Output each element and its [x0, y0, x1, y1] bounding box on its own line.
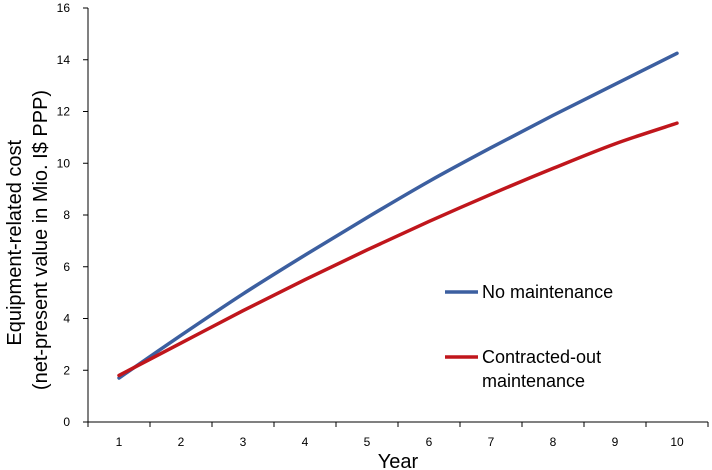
y-tick-label: 6 — [63, 260, 70, 274]
y-tick-label: 16 — [57, 1, 71, 15]
y-tick-label: 8 — [63, 208, 70, 222]
series-line-no-maintenance — [117, 51, 679, 380]
y-axis-ticks: 0 2 4 6 8 10 12 14 16 — [57, 1, 88, 429]
x-tick-label: 3 — [240, 435, 247, 449]
legend-label-contracted-out-line-1: Contracted-out — [482, 347, 601, 367]
y-tick-label: 4 — [63, 312, 70, 326]
x-tick-label: 4 — [302, 435, 309, 449]
y-tick-label: 2 — [63, 363, 70, 377]
legend-label-contracted-out-maintenance: Contracted-out maintenance — [482, 347, 606, 391]
x-tick-label: 9 — [612, 435, 619, 449]
series-lines — [117, 51, 679, 380]
y-tick-label: 14 — [57, 53, 71, 67]
y-tick-label: 0 — [63, 415, 70, 429]
x-tick-label: 7 — [488, 435, 495, 449]
legend-label-contracted-out-line-2: maintenance — [482, 371, 585, 391]
y-tick-label: 12 — [57, 105, 71, 119]
series-line-contracted-out-maintenance — [117, 121, 679, 378]
y-axis-title-line-2: (net-present value in Mio. I$ PPP) — [30, 90, 52, 390]
x-tick-label: 6 — [426, 435, 433, 449]
legend-label-no-maintenance: No maintenance — [482, 282, 613, 302]
y-axis-title: Equipment-related cost (net-present valu… — [4, 90, 52, 390]
x-axis-ticks: 1 2 3 4 5 6 7 8 9 10 — [87, 422, 709, 449]
y-axis-title-line-1: Equipment-related cost — [4, 140, 26, 346]
x-tick-label: 8 — [550, 435, 557, 449]
x-tick-label: 5 — [364, 435, 371, 449]
x-axis-title: Year — [378, 451, 419, 470]
x-tick-label: 2 — [178, 435, 185, 449]
y-tick-label: 10 — [57, 156, 71, 170]
legend: No maintenance Contracted-out maintenanc… — [445, 282, 613, 391]
x-tick-label: 1 — [116, 435, 123, 449]
x-tick-label: 10 — [670, 435, 684, 449]
